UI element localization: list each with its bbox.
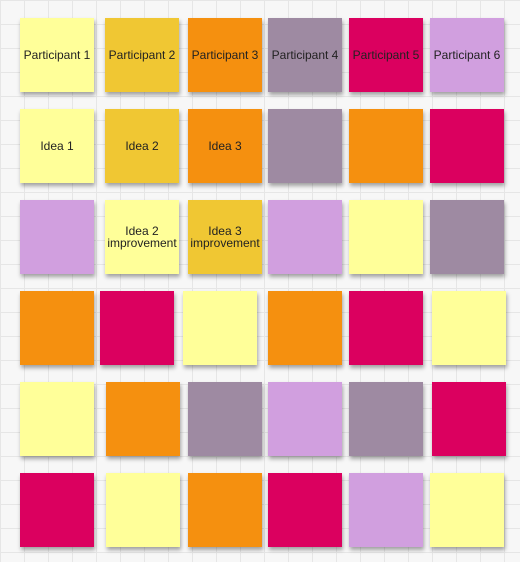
sticky-note-text: Idea 2 improvement	[107, 224, 177, 250]
sticky-note[interactable]	[188, 473, 262, 547]
sticky-note[interactable]	[20, 382, 94, 456]
sticky-note[interactable]	[349, 200, 423, 274]
sticky-note[interactable]	[188, 382, 262, 456]
sticky-note-text: Participant 2	[108, 48, 176, 62]
sticky-note[interactable]	[100, 291, 174, 365]
sticky-note[interactable]	[430, 109, 504, 183]
sticky-note[interactable]	[20, 200, 94, 274]
sticky-note[interactable]: Participant 4	[268, 18, 342, 92]
sticky-note[interactable]: Idea 1	[20, 109, 94, 183]
sticky-note-text: Idea 2	[125, 139, 159, 153]
sticky-note-text: Idea 3 improvement	[190, 224, 260, 250]
sticky-note[interactable]	[106, 473, 180, 547]
sticky-note[interactable]: Participant 3	[188, 18, 262, 92]
sticky-note[interactable]	[432, 291, 506, 365]
sticky-note[interactable]	[268, 109, 342, 183]
sticky-note-text: Participant 4	[271, 48, 339, 62]
sticky-note[interactable]	[349, 291, 423, 365]
sticky-note-text: Participant 6	[433, 48, 501, 62]
sticky-note[interactable]: Participant 6	[430, 18, 504, 92]
sticky-note[interactable]	[20, 291, 94, 365]
sticky-note-text: Participant 1	[23, 48, 91, 62]
sticky-note[interactable]	[268, 382, 342, 456]
sticky-note[interactable]	[268, 200, 342, 274]
sticky-note-text: Participant 3	[191, 48, 259, 62]
sticky-note[interactable]: Participant 2	[105, 18, 179, 92]
sticky-note[interactable]	[430, 200, 504, 274]
sticky-note[interactable]	[106, 382, 180, 456]
sticky-note-text: Participant 5	[352, 48, 420, 62]
sticky-note[interactable]: Participant 1	[20, 18, 94, 92]
sticky-note-text: Idea 1	[40, 139, 74, 153]
sticky-note[interactable]: Idea 2 improvement	[105, 200, 179, 274]
sticky-note[interactable]	[268, 473, 342, 547]
sticky-note[interactable]	[349, 382, 423, 456]
sticky-note[interactable]: Idea 3 improvement	[188, 200, 262, 274]
sticky-note[interactable]	[183, 291, 257, 365]
sticky-note[interactable]	[20, 473, 94, 547]
sticky-note[interactable]: Idea 3	[188, 109, 262, 183]
sticky-note[interactable]	[430, 473, 504, 547]
sticky-note[interactable]	[349, 109, 423, 183]
sticky-note[interactable]: Idea 2	[105, 109, 179, 183]
sticky-note[interactable]	[432, 382, 506, 456]
sticky-note[interactable]: Participant 5	[349, 18, 423, 92]
sticky-note[interactable]	[268, 291, 342, 365]
sticky-note-text: Idea 3	[208, 139, 242, 153]
sticky-note[interactable]	[349, 473, 423, 547]
